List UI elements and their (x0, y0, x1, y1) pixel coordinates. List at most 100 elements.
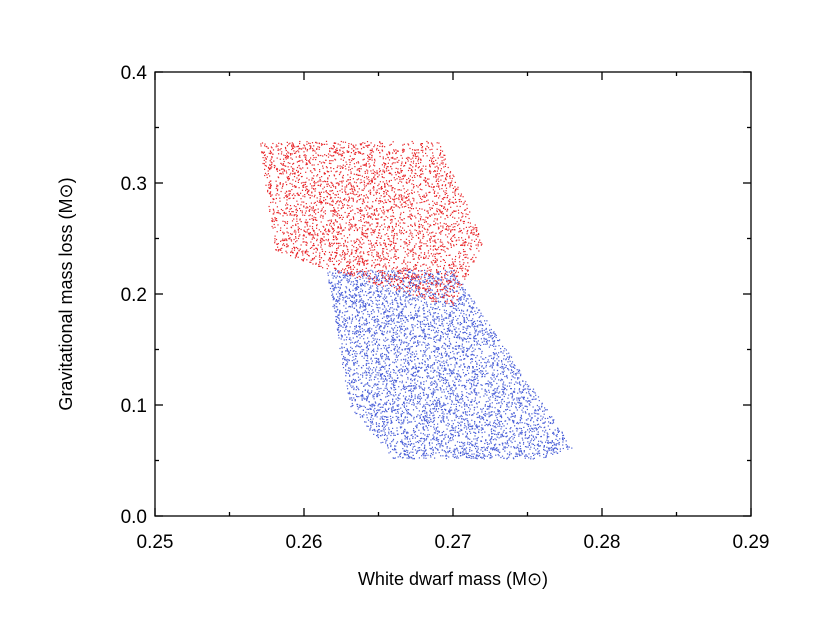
scatter-point (402, 423, 404, 425)
scatter-point (522, 397, 524, 399)
scatter-point (521, 431, 523, 434)
scatter-point (476, 416, 478, 419)
scatter-point (446, 345, 449, 347)
scatter-point (491, 414, 493, 416)
scatter-point (391, 379, 394, 381)
scatter-point (517, 444, 519, 446)
scatter-point (409, 413, 411, 415)
scatter-point (551, 440, 553, 442)
scatter-point (454, 435, 456, 437)
scatter-point (354, 294, 356, 296)
scatter-point (377, 291, 379, 293)
scatter-point (344, 323, 346, 325)
scatter-point (518, 400, 521, 402)
scatter-point (414, 363, 416, 365)
scatter-point (410, 334, 412, 336)
scatter-point (495, 447, 497, 450)
scatter-point (443, 389, 445, 391)
scatter-point (518, 433, 520, 435)
scatter-point (528, 400, 530, 402)
scatter-point (454, 345, 456, 347)
scatter-point (422, 304, 424, 306)
scatter-point (454, 381, 456, 384)
scatter-point (452, 297, 454, 299)
scatter-point (418, 366, 420, 368)
scatter-point (392, 457, 394, 459)
scatter-point (517, 377, 519, 379)
scatter-point (459, 338, 461, 340)
scatter-point (383, 360, 385, 362)
scatter-point (471, 376, 473, 378)
scatter-point (504, 420, 506, 422)
scatter-point (505, 359, 507, 361)
scatter-point (345, 286, 347, 288)
scatter-point (506, 440, 508, 442)
scatter-point (399, 298, 401, 300)
scatter-point (445, 368, 447, 370)
scatter-point (538, 445, 540, 447)
scatter-point (351, 405, 353, 407)
scatter-point (456, 376, 459, 378)
scatter-point (481, 424, 483, 426)
scatter-point (522, 411, 524, 413)
scatter-point (460, 364, 462, 366)
scatter-point (358, 330, 360, 332)
scatter-point (417, 395, 419, 397)
scatter-point (353, 362, 355, 364)
scatter-point (476, 344, 478, 346)
scatter-point (393, 320, 395, 322)
scatter-point (420, 367, 422, 369)
scatter-point (388, 287, 390, 289)
scatter-point (460, 359, 462, 361)
scatter-point (441, 442, 443, 444)
scatter-point (456, 410, 458, 412)
scatter-point (384, 403, 386, 405)
scatter-point (430, 439, 432, 441)
scatter-point (546, 432, 548, 434)
scatter-point (381, 303, 383, 306)
scatter-point (392, 303, 394, 305)
scatter-point (372, 278, 374, 280)
scatter-point (414, 341, 416, 343)
scatter-point (461, 421, 463, 423)
scatter-point (383, 418, 385, 420)
scatter-point (492, 364, 494, 366)
scatter-point (478, 364, 481, 366)
scatter-point (488, 408, 490, 410)
scatter-point (424, 360, 426, 362)
scatter-point (453, 403, 455, 405)
scatter-point (370, 299, 372, 302)
scatter-point (455, 308, 457, 310)
scatter-point (441, 434, 444, 436)
scatter-point (474, 320, 476, 322)
scatter-point (457, 375, 459, 377)
scatter-point (337, 270, 339, 272)
scatter-point (354, 355, 356, 357)
scatter-point (369, 277, 372, 279)
scatter-point (489, 324, 491, 326)
scatter-point (511, 402, 513, 404)
scatter-point (451, 401, 453, 403)
scatter-point (554, 443, 556, 445)
scatter-point (368, 379, 370, 381)
scatter-point (470, 425, 472, 427)
scatter-point (471, 300, 473, 302)
scatter-point (395, 365, 398, 368)
scatter-point (410, 379, 412, 381)
scatter-point (404, 303, 407, 305)
scatter-point (409, 456, 411, 458)
scatter-point (352, 296, 354, 298)
scatter-point (529, 388, 531, 390)
scatter-point (525, 431, 527, 433)
scatter-point (408, 295, 410, 297)
scatter-point (506, 441, 508, 443)
scatter-point (518, 388, 521, 390)
scatter-point (429, 279, 431, 282)
scatter-point (460, 376, 462, 379)
scatter-point (377, 434, 379, 436)
scatter-point (352, 302, 354, 304)
scatter-point (354, 400, 356, 402)
scatter-point (430, 452, 432, 455)
scatter-point (415, 368, 417, 370)
scatter-point (477, 333, 479, 335)
